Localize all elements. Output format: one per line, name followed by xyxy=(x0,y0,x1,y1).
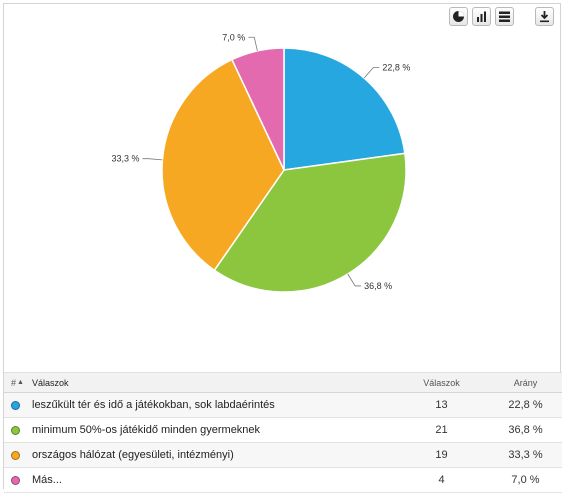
color-dot-icon xyxy=(11,400,20,410)
color-dot-icon xyxy=(11,475,20,485)
pie-chart-icon xyxy=(453,11,464,22)
download-button[interactable] xyxy=(535,7,554,26)
row-pct: 33,3 % xyxy=(508,449,543,461)
download-icon xyxy=(540,11,549,23)
slice-value-label: 33,3 % xyxy=(111,154,139,164)
row-answer: Más... xyxy=(32,474,62,486)
row-pct: 7,0 % xyxy=(511,474,540,486)
table-row: országos hálózat (egyesületi, intézményi… xyxy=(4,443,562,468)
pie-view-button[interactable] xyxy=(449,7,468,26)
row-answer: országos hálózat (egyesületi, intézményi… xyxy=(32,449,234,461)
header-num[interactable]: # ▲ xyxy=(11,377,24,388)
row-pct: 22,8 % xyxy=(508,399,543,411)
results-panel: 22,8 % 36,8 % 33,3 % 7,0 % # ▲ Válaszok Vála… xyxy=(3,3,562,493)
table-icon xyxy=(499,11,510,22)
color-dot-icon xyxy=(11,450,20,460)
header-pct[interactable]: Arány xyxy=(513,377,538,388)
bar-chart-icon xyxy=(477,11,486,22)
results-table: # ▲ Válaszok Válaszok Arány leszűkült tér… xyxy=(4,372,562,493)
row-pct: 36,8 % xyxy=(508,424,543,436)
table-header: # ▲ Válaszok Válaszok Arány xyxy=(4,372,562,393)
bar-view-button[interactable] xyxy=(472,7,491,26)
slice-value-label: 36,8 % xyxy=(364,281,392,291)
row-answer: minimum 50%-os játékidő minden gyermekne… xyxy=(32,424,261,436)
row-count: 19 xyxy=(435,449,448,461)
row-count: 13 xyxy=(435,399,448,411)
row-count: 4 xyxy=(438,474,445,486)
pie-slice[interactable] xyxy=(213,152,407,293)
label-connector xyxy=(363,67,380,79)
table-row: minimum 50%-os játékidő minden gyermekne… xyxy=(4,418,562,443)
label-connector xyxy=(248,36,258,52)
slice-value-label: 7,0 % xyxy=(222,32,245,42)
slice-value-label: 22,8 % xyxy=(382,62,410,72)
table-body: leszűkült tér és idő a játékokban, sok l… xyxy=(4,393,562,493)
pie-chart: 22,8 % 36,8 % 33,3 % 7,0 % xyxy=(4,32,562,372)
header-count[interactable]: Válaszok xyxy=(423,377,460,388)
header-answer[interactable]: Válaszok xyxy=(32,377,69,388)
color-dot-icon xyxy=(11,425,20,435)
row-count: 21 xyxy=(435,424,448,436)
label-connector xyxy=(347,273,362,287)
table-row: Más... 4 7,0 % xyxy=(4,468,562,493)
table-row: leszűkült tér és idő a játékokban, sok l… xyxy=(4,393,562,418)
table-view-button[interactable] xyxy=(495,7,514,26)
pie-chart-svg: 22,8 % 36,8 % 33,3 % 7,0 % xyxy=(111,32,410,293)
chart-toolbar xyxy=(449,7,554,26)
pie-slice[interactable] xyxy=(283,47,406,171)
sort-up-icon: ▲ xyxy=(17,379,24,386)
label-connector xyxy=(142,158,163,161)
row-answer: leszűkült tér és idő a játékokban, sok l… xyxy=(32,399,275,411)
